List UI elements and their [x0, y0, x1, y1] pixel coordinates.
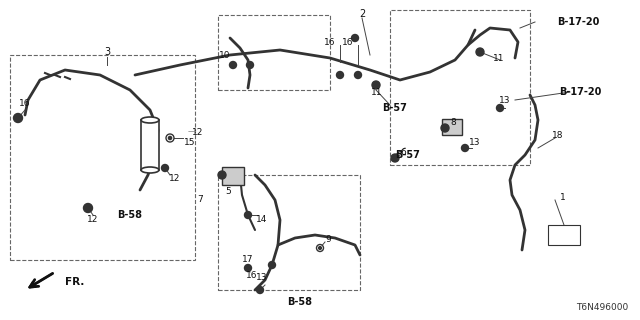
Text: FR.: FR. [65, 277, 84, 287]
Circle shape [461, 145, 468, 151]
Text: 5: 5 [225, 188, 231, 196]
Text: 16: 16 [246, 271, 258, 281]
Text: B-57: B-57 [396, 150, 420, 160]
Circle shape [497, 105, 504, 111]
Text: B-17-20: B-17-20 [559, 87, 601, 97]
Text: 14: 14 [256, 215, 268, 225]
Bar [141, 120, 159, 170]
Circle shape [476, 48, 484, 56]
Circle shape [246, 61, 253, 68]
Text: B-58: B-58 [118, 210, 143, 220]
Text: 11: 11 [371, 87, 383, 97]
Circle shape [244, 212, 252, 219]
Text: B-57: B-57 [383, 103, 408, 113]
Text: 1: 1 [560, 194, 566, 203]
Text: 18: 18 [552, 131, 564, 140]
Circle shape [372, 81, 380, 89]
Circle shape [351, 35, 358, 42]
Circle shape [168, 136, 172, 140]
Text: 16: 16 [342, 37, 354, 46]
Text: 11: 11 [493, 53, 505, 62]
Text: 13: 13 [256, 274, 268, 283]
Ellipse shape [141, 117, 159, 123]
Circle shape [166, 134, 174, 142]
Circle shape [441, 124, 449, 132]
Text: 12: 12 [170, 173, 180, 182]
Circle shape [13, 114, 22, 123]
Text: 12: 12 [192, 127, 204, 137]
Text: B-17-20: B-17-20 [557, 17, 599, 27]
Circle shape [319, 247, 321, 249]
Text: 9: 9 [325, 236, 331, 244]
Text: 8: 8 [450, 117, 456, 126]
Circle shape [83, 204, 93, 212]
Ellipse shape [141, 167, 159, 173]
Text: —: — [188, 127, 196, 137]
Circle shape [244, 265, 252, 271]
Text: B-58: B-58 [287, 297, 312, 307]
Text: 6: 6 [400, 148, 406, 156]
Text: 16: 16 [324, 37, 336, 46]
Text: 15: 15 [184, 138, 196, 147]
Text: 7: 7 [197, 196, 203, 204]
Text: 13: 13 [499, 95, 511, 105]
Text: 13: 13 [469, 138, 481, 147]
Text: 12: 12 [87, 215, 99, 225]
Text: 10: 10 [220, 51, 231, 60]
Bar [442, 119, 462, 135]
Circle shape [269, 261, 275, 268]
Circle shape [391, 154, 399, 162]
FancyArrowPatch shape [29, 273, 52, 287]
Circle shape [161, 164, 168, 172]
Circle shape [355, 71, 362, 78]
Circle shape [337, 71, 344, 78]
Bar [222, 167, 244, 185]
Bar [548, 225, 580, 245]
Text: 3: 3 [104, 47, 110, 57]
Text: 17: 17 [243, 255, 253, 265]
Text: 2: 2 [359, 9, 365, 19]
Circle shape [230, 61, 237, 68]
Circle shape [257, 286, 264, 293]
Text: T6N496000: T6N496000 [576, 303, 628, 312]
Circle shape [317, 244, 323, 252]
Text: 16: 16 [19, 99, 31, 108]
Circle shape [218, 171, 226, 179]
